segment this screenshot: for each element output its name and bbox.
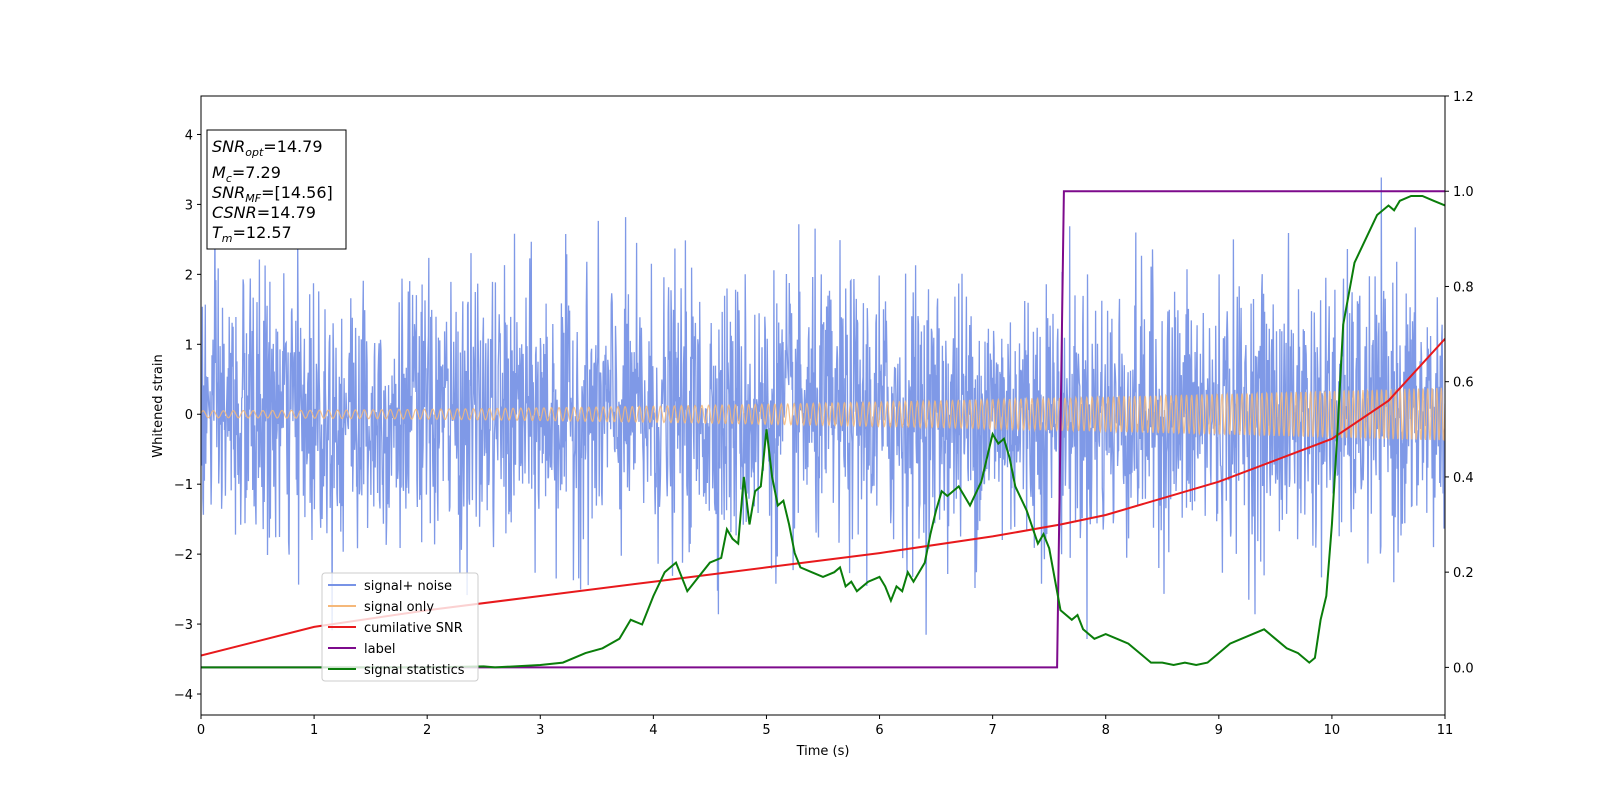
- x-tick-label: 4: [649, 723, 657, 738]
- y-right-tick-label: 0.4: [1453, 471, 1474, 486]
- x-tick-label: 10: [1324, 723, 1341, 738]
- y-left-tick-label: 1: [185, 338, 193, 353]
- x-tick-label: 6: [875, 723, 883, 738]
- y-right-tick-label: 1.2: [1453, 90, 1474, 105]
- signal-noise-series: [201, 177, 1445, 640]
- legend-label-signal-statistics: signal statistics: [364, 663, 465, 678]
- signal-noise-line: [201, 177, 1445, 640]
- y-axis-right-ticks: 0.0 0.2 0.4 0.6 0.8 1.0 1.2: [1445, 90, 1474, 676]
- x-tick-label: 9: [1215, 723, 1223, 738]
- legend-label-signal-noise: signal+ noise: [364, 579, 452, 594]
- y-left-tick-label: 3: [185, 198, 193, 213]
- y-right-tick-label: 0.0: [1453, 661, 1474, 676]
- x-tick-label: 1: [310, 723, 318, 738]
- x-tick-label: 7: [988, 723, 996, 738]
- x-axis-label: Time (s): [796, 744, 850, 759]
- y-right-tick-label: 0.8: [1453, 280, 1474, 295]
- signal-only-series: [201, 387, 1445, 442]
- y-right-tick-label: 1.0: [1453, 185, 1474, 200]
- annotation-frame: [206, 129, 347, 250]
- legend: signal+ noise signal only cumilative SNR…: [321, 572, 479, 682]
- signal-only-line: [201, 387, 1445, 442]
- x-tick-label: 3: [536, 723, 544, 738]
- y-axis-label: Whitened strain: [151, 354, 166, 457]
- x-tick-label: 0: [197, 723, 205, 738]
- annotation-snr-mf: SNRMF=[14.56]: [212, 183, 333, 205]
- legend-label-cumulative-snr: cumilative SNR: [364, 621, 463, 636]
- x-tick-label: 11: [1437, 723, 1454, 738]
- annotation-snr-opt: SNRopt=14.79: [212, 137, 323, 159]
- x-axis-ticks: 0 1 2 3 4 5 6 7 8 9 10 11: [197, 715, 1453, 738]
- y-left-tick-label: −3: [174, 618, 193, 633]
- y-left-tick-label: 0: [185, 408, 193, 423]
- annotation-csnr: CSNR=14.79: [212, 203, 316, 222]
- y-left-tick-label: 4: [185, 128, 193, 143]
- legend-frame: [321, 572, 479, 682]
- y-left-tick-label: 2: [185, 268, 193, 283]
- legend-label-label: label: [364, 642, 395, 657]
- y-left-tick-label: −1: [174, 478, 193, 493]
- y-right-tick-label: 0.6: [1453, 376, 1474, 391]
- signal-statistics-line: [201, 195, 1445, 669]
- plot-frame: [200, 95, 1446, 716]
- y-right-tick-label: 0.2: [1453, 566, 1474, 581]
- x-tick-label: 8: [1102, 723, 1110, 738]
- y-left-tick-label: −4: [174, 688, 193, 703]
- label-line: [201, 190, 1445, 669]
- annotation-box: SNRopt=14.79 Mc=7.29 SNRMF=[14.56] CSNR=…: [206, 129, 347, 250]
- legend-label-signal-only: signal only: [364, 600, 434, 615]
- annotation-tm: Tm=12.57: [212, 223, 292, 245]
- x-tick-label: 2: [423, 723, 431, 738]
- y-left-tick-label: −2: [174, 548, 193, 563]
- y-axis-left-ticks: −4 −3 −2 −1 0 1 2 3 4: [174, 128, 201, 703]
- x-tick-label: 5: [762, 723, 770, 738]
- annotation-mc: Mc=7.29: [212, 163, 281, 185]
